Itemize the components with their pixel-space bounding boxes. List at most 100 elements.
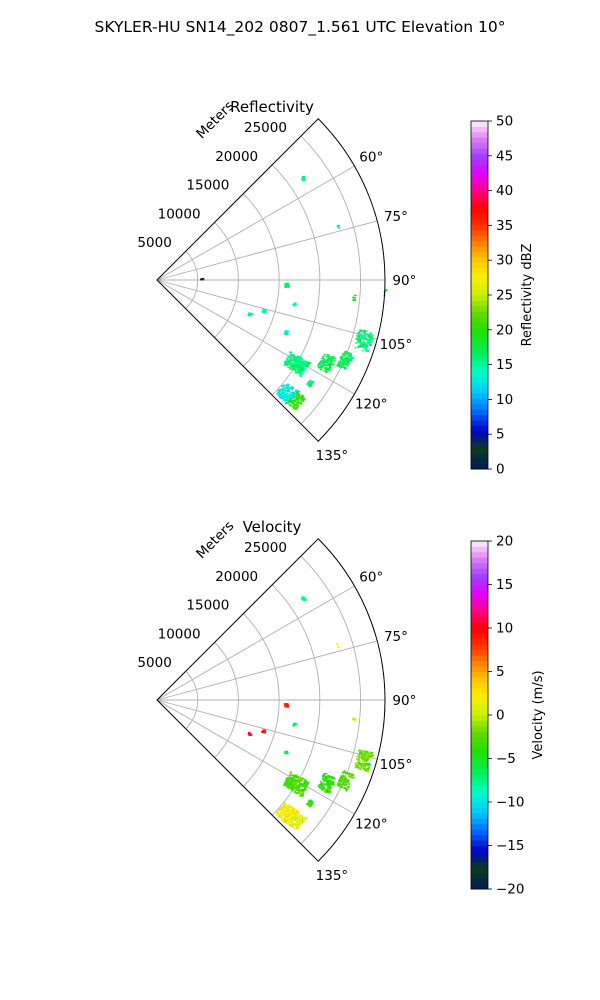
echo-gate	[327, 361, 330, 363]
echo-gate	[364, 348, 368, 351]
echo-gate	[309, 384, 312, 387]
echo-gate	[344, 787, 347, 789]
echo-gate	[283, 802, 286, 804]
echo-gate	[292, 354, 295, 356]
echo-gate	[321, 357, 325, 360]
echo-gate	[284, 361, 287, 363]
echo-gate	[369, 757, 372, 759]
colorbar-swatch	[471, 311, 488, 318]
colorbar-swatch	[471, 376, 488, 383]
echo-gate	[370, 339, 373, 342]
echo-gate	[303, 781, 306, 783]
echo-gate	[295, 391, 298, 394]
echo-gate	[288, 404, 292, 406]
echo-gate	[292, 826, 295, 828]
echo-gate	[323, 353, 326, 356]
echo-gate	[366, 343, 370, 345]
colorbar-swatch	[471, 175, 488, 182]
colorbar-swatch	[471, 557, 488, 564]
echo-gate	[362, 753, 365, 756]
echo-gate	[289, 818, 293, 821]
echo-gate	[360, 330, 364, 333]
echo-cluster	[261, 729, 267, 734]
echo-gate	[294, 407, 297, 409]
echo-gate	[369, 337, 373, 340]
echo-gate	[298, 360, 301, 362]
colorbar-swatch	[471, 409, 488, 416]
echo-gate	[287, 820, 290, 823]
echo-gate	[291, 819, 293, 822]
echo-gate	[361, 765, 364, 768]
echo-gate	[282, 389, 286, 392]
echo-gate	[349, 776, 353, 779]
echo-gate	[296, 788, 300, 790]
echo-gate	[285, 818, 288, 821]
echo-gate	[291, 359, 294, 362]
colorbar-swatch	[471, 224, 488, 231]
colorbar-swatch	[471, 725, 488, 732]
echo-gate	[292, 391, 295, 394]
colorbar-swatch	[471, 414, 488, 421]
echo-gate	[301, 783, 304, 786]
colorbar-swatch	[471, 436, 488, 443]
echo-gate	[280, 398, 283, 400]
echo-cluster	[306, 380, 315, 388]
echo-gate	[301, 596, 305, 599]
echo-gate	[297, 816, 300, 819]
echo-gate	[361, 760, 364, 763]
colorbar-swatch	[471, 611, 488, 618]
echo-gate	[344, 783, 348, 786]
echo-gate	[327, 791, 330, 793]
echo-gate	[325, 790, 329, 792]
echo-gate	[281, 391, 284, 394]
echo-gate	[362, 339, 366, 341]
r-tick-label: 25000	[244, 540, 287, 556]
echo-gate	[304, 779, 307, 782]
echo-gate	[329, 359, 333, 361]
colorbar-tick-label: 15	[496, 577, 513, 593]
echo-gate	[286, 811, 288, 814]
echo-gate	[332, 781, 335, 783]
echo-gate	[326, 354, 330, 357]
echo-gate	[306, 781, 309, 784]
colorbar-swatch	[471, 660, 488, 667]
echo-gate	[326, 779, 329, 782]
echo-gate	[339, 359, 342, 362]
colorbar-swatch	[471, 180, 488, 187]
echo-gate	[276, 392, 280, 394]
echo-gate	[295, 358, 298, 360]
colorbar-swatch	[471, 600, 488, 607]
echo-gate	[287, 819, 290, 821]
echo-gate	[291, 786, 294, 788]
echo-gate	[308, 804, 312, 807]
echo-gate	[340, 364, 343, 367]
echo-cluster	[336, 224, 340, 229]
echo-gate	[339, 357, 342, 360]
colorbar-swatch	[471, 186, 488, 193]
echo-gate	[248, 312, 251, 314]
echo-gate	[287, 804, 290, 807]
echo-gate	[284, 783, 287, 785]
echo-gate	[364, 769, 367, 771]
echo-gate	[293, 364, 296, 367]
echo-gate	[338, 226, 340, 229]
echo-gate	[325, 789, 327, 791]
echo-gate	[292, 809, 295, 812]
echo-gate	[291, 783, 294, 786]
echo-gate	[322, 355, 325, 357]
theta-tick-label: 135°	[316, 448, 349, 464]
echo-gate	[330, 357, 333, 360]
echo-gate	[292, 396, 295, 399]
echo-gate	[295, 809, 298, 811]
echo-gate	[357, 753, 360, 755]
echo-gate	[294, 814, 296, 817]
echo-gate	[298, 792, 301, 794]
echo-gate	[286, 362, 289, 365]
echo-gate	[342, 361, 345, 363]
colorbar-swatch	[471, 682, 488, 689]
echo-gate	[298, 779, 302, 782]
colorbar-tick-label: 5	[496, 427, 505, 443]
echo-gate	[288, 810, 290, 813]
echo-gate	[356, 337, 359, 340]
echo-gate	[289, 788, 292, 790]
